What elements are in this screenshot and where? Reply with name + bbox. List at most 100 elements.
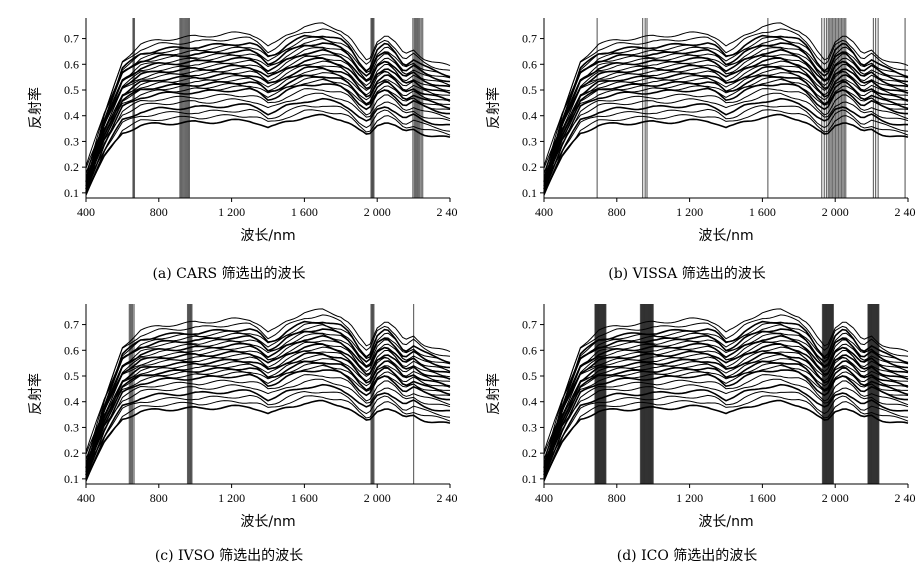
y-axis-title: 反射率 (485, 87, 502, 129)
spectrum-line (543, 395, 909, 482)
x-tick-label: 1 200 (676, 205, 703, 219)
spectrum-line (85, 364, 451, 470)
spectrum-line (85, 47, 451, 195)
spectra-curves (85, 308, 451, 482)
spectrum-line (85, 395, 451, 482)
spectrum-line (85, 378, 451, 468)
spectrum-line (85, 78, 451, 184)
spectrum-line (543, 358, 908, 463)
x-tick-label: 400 (535, 491, 553, 505)
spectrum-line (543, 308, 909, 481)
y-tick-label: 0.3 (64, 134, 79, 148)
y-tick-label: 0.2 (64, 160, 79, 174)
chart-a: 400 800 1 200 1 600 2 000 2 400 0.1 0.2 0.3 0.4 0.… (27, 18, 459, 244)
y-tick-label: 0.7 (64, 318, 79, 332)
x-tick-label: 400 (77, 205, 95, 219)
spectrum-line (543, 343, 909, 468)
x-tick-label: 1 600 (291, 491, 318, 505)
spectrum-line (85, 65, 451, 194)
spectrum-line (85, 88, 451, 188)
y-tick-label: 0.2 (522, 160, 537, 174)
y-tick-label: 0.4 (522, 395, 537, 409)
spectrum-line (543, 34, 909, 189)
panel-a: 400 800 1 200 1 600 2 000 2 400 0.1 0.2 0.3 0.4 0.… (0, 0, 458, 285)
y-tick-label: 0.1 (64, 472, 79, 486)
spectrum-line (543, 383, 908, 480)
y-tick-label: 0.7 (64, 32, 79, 46)
spectrum-line (85, 113, 451, 193)
spectra-curves (543, 22, 909, 196)
y-tick-label: 0.4 (64, 109, 79, 123)
spectrum-line (543, 113, 909, 193)
spectrum-line (85, 97, 450, 194)
spectra-curves (85, 22, 451, 196)
x-tick-label: 1 600 (291, 205, 318, 219)
spectrum-line (85, 83, 450, 192)
spectrum-line (543, 328, 909, 468)
spectrum-line (85, 351, 451, 480)
x-tick-label: 2 000 (822, 205, 849, 219)
x-tick-label: 2 000 (364, 205, 391, 219)
spectrum-line (543, 72, 908, 177)
y-tick-label: 0.3 (522, 420, 537, 434)
y-tick-label: 0.4 (522, 109, 537, 123)
spectrum-line (543, 364, 909, 470)
spectrum-line (543, 378, 909, 468)
spectrum-line (543, 38, 909, 190)
spectrum-line (543, 314, 909, 472)
spectrum-line (85, 383, 450, 480)
spectrum-line (543, 65, 909, 194)
spectrum-line (543, 60, 909, 188)
x-tick-label: 2 400 (437, 491, 459, 505)
panel-c: 400 800 1 200 1 600 2 000 2 400 0.1 0.2 0.3 0.4 0.… (0, 286, 458, 571)
spectrum-line (85, 320, 451, 475)
spectrum-line (85, 314, 451, 472)
x-tick-label: 800 (608, 491, 626, 505)
spectrum-line (85, 68, 451, 187)
spectrum-line (543, 324, 909, 476)
spectrum-line (543, 369, 908, 478)
x-tick-label: 400 (77, 491, 95, 505)
chart-b: 400 800 1 200 1 600 2 000 2 400 0.1 0.2 0.3 0.4 0.… (485, 18, 916, 244)
y-tick-label: 0.5 (64, 369, 79, 383)
x-axis-title: 波长/nm (698, 228, 753, 244)
y-tick-label: 0.5 (522, 83, 537, 97)
spectrum-line (543, 88, 909, 188)
spectrum-line (543, 28, 909, 186)
spectrum-line (543, 109, 909, 196)
x-tick-label: 2 400 (895, 205, 916, 219)
selected-wavelength-bars (128, 304, 415, 484)
spectrum-line (543, 78, 909, 184)
x-tick-label: 800 (150, 491, 168, 505)
y-tick-label: 0.2 (64, 446, 79, 460)
spectrum-line (85, 354, 451, 473)
chart-c: 400 800 1 200 1 600 2 000 2 400 0.1 0.2 0.3 0.4 0.… (27, 304, 459, 530)
spectrum-line (85, 104, 451, 184)
spectrum-line (543, 346, 909, 474)
x-tick-label: 1 200 (218, 491, 245, 505)
spectrum-line (543, 97, 908, 194)
spectrum-line (85, 308, 451, 481)
x-tick-label: 400 (535, 205, 553, 219)
spectrum-line (85, 333, 451, 481)
y-tick-label: 0.5 (64, 83, 79, 97)
spectrum-line (85, 369, 450, 478)
y-axis-title: 反射率 (27, 373, 44, 415)
spectrum-line (85, 72, 450, 177)
spectrum-line (85, 60, 451, 188)
y-tick-label: 0.6 (64, 343, 79, 357)
spectrum-line (85, 38, 451, 190)
y-tick-label: 0.7 (522, 32, 537, 46)
x-tick-label: 800 (150, 205, 168, 219)
caption-b: (b) VISSA 筛选出的波长 (608, 266, 766, 282)
y-axis-title: 反射率 (485, 373, 502, 415)
x-tick-label: 2 400 (437, 205, 459, 219)
x-tick-label: 2 400 (895, 491, 916, 505)
spectrum-line (543, 354, 909, 473)
spectrum-line (543, 399, 909, 479)
spectrum-line (85, 374, 451, 474)
spectrum-line (85, 324, 451, 476)
spectrum-line (543, 390, 909, 470)
x-axis-title: 波长/nm (240, 228, 295, 244)
caption-d: (d) ICO 筛选出的波长 (616, 548, 758, 564)
